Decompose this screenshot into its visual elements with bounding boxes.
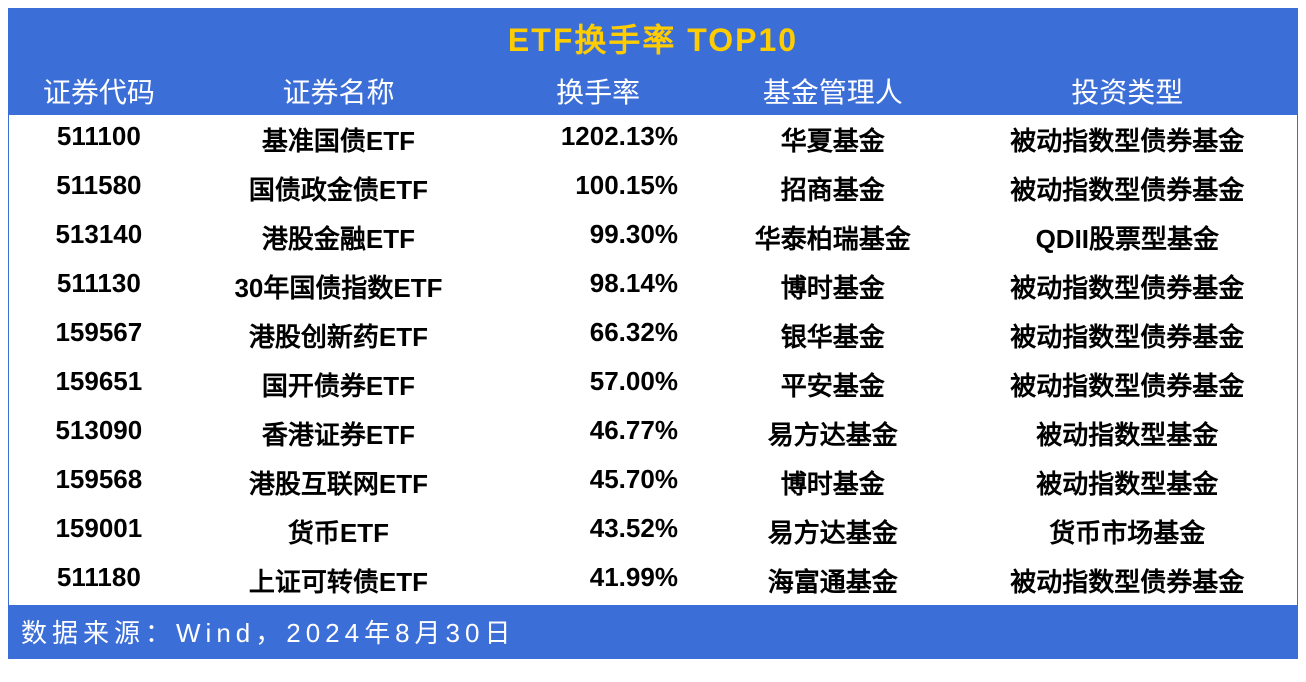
table-row: 159651国开债券ETF57.00%平安基金被动指数型债券基金	[9, 360, 1297, 409]
cell-manager: 银华基金	[708, 311, 958, 360]
cell-rate: 66.32%	[488, 311, 708, 360]
cell-manager: 华夏基金	[708, 115, 958, 164]
cell-manager: 平安基金	[708, 360, 958, 409]
cell-name: 港股创新药ETF	[189, 311, 489, 360]
cell-type: 被动指数型债券基金	[958, 164, 1297, 213]
cell-rate: 1202.13%	[488, 115, 708, 164]
cell-type: 被动指数型基金	[958, 409, 1297, 458]
cell-manager: 博时基金	[708, 458, 958, 507]
cell-type: 被动指数型债券基金	[958, 311, 1297, 360]
cell-type: 被动指数型债券基金	[958, 262, 1297, 311]
cell-manager: 海富通基金	[708, 556, 958, 605]
cell-name: 30年国债指数ETF	[189, 262, 489, 311]
table-row: 511100基准国债ETF1202.13%华夏基金被动指数型债券基金	[9, 115, 1297, 164]
cell-name: 香港证券ETF	[189, 409, 489, 458]
table-row: 511580国债政金债ETF100.15%招商基金被动指数型债券基金	[9, 164, 1297, 213]
table-row: 159567港股创新药ETF66.32%银华基金被动指数型债券基金	[9, 311, 1297, 360]
cell-code: 513090	[9, 409, 189, 458]
cell-code: 511180	[9, 556, 189, 605]
header-name: 证券名称	[189, 67, 489, 115]
cell-rate: 45.70%	[488, 458, 708, 507]
cell-type: 被动指数型基金	[958, 458, 1297, 507]
cell-manager: 华泰柏瑞基金	[708, 213, 958, 262]
cell-type: 被动指数型债券基金	[958, 360, 1297, 409]
header-type: 投资类型	[958, 67, 1297, 115]
cell-code: 159568	[9, 458, 189, 507]
cell-name: 港股金融ETF	[189, 213, 489, 262]
header-manager: 基金管理人	[708, 67, 958, 115]
table-body: 511100基准国债ETF1202.13%华夏基金被动指数型债券基金511580…	[9, 115, 1297, 605]
cell-type: 被动指数型债券基金	[958, 115, 1297, 164]
table-row: 511180上证可转债ETF41.99%海富通基金被动指数型债券基金	[9, 556, 1297, 605]
cell-manager: 易方达基金	[708, 507, 958, 556]
cell-rate: 98.14%	[488, 262, 708, 311]
cell-rate: 41.99%	[488, 556, 708, 605]
cell-rate: 43.52%	[488, 507, 708, 556]
cell-code: 511580	[9, 164, 189, 213]
cell-name: 上证可转债ETF	[189, 556, 489, 605]
table-row: 513090香港证券ETF46.77%易方达基金被动指数型基金	[9, 409, 1297, 458]
cell-code: 159651	[9, 360, 189, 409]
cell-manager: 博时基金	[708, 262, 958, 311]
cell-name: 港股互联网ETF	[189, 458, 489, 507]
cell-code: 513140	[9, 213, 189, 262]
cell-rate: 57.00%	[488, 360, 708, 409]
table-row: 159568港股互联网ETF45.70%博时基金被动指数型基金	[9, 458, 1297, 507]
cell-code: 159567	[9, 311, 189, 360]
cell-name: 基准国债ETF	[189, 115, 489, 164]
cell-type: 被动指数型债券基金	[958, 556, 1297, 605]
cell-code: 511100	[9, 115, 189, 164]
table-row: 159001货币ETF43.52%易方达基金货币市场基金	[9, 507, 1297, 556]
cell-rate: 99.30%	[488, 213, 708, 262]
header-code: 证券代码	[9, 67, 189, 115]
cell-name: 货币ETF	[189, 507, 489, 556]
table-row: 51113030年国债指数ETF98.14%博时基金被动指数型债券基金	[9, 262, 1297, 311]
table-title: ETF换手率 TOP10	[9, 9, 1297, 67]
cell-rate: 100.15%	[488, 164, 708, 213]
header-rate: 换手率	[488, 67, 708, 115]
cell-code: 159001	[9, 507, 189, 556]
cell-name: 国开债券ETF	[189, 360, 489, 409]
cell-rate: 46.77%	[488, 409, 708, 458]
table-header-row: 证券代码 证券名称 换手率 基金管理人 投资类型	[9, 67, 1297, 115]
cell-manager: 招商基金	[708, 164, 958, 213]
etf-turnover-table: ETF换手率 TOP10 证券代码 证券名称 换手率 基金管理人 投资类型 51…	[8, 8, 1298, 659]
cell-type: 货币市场基金	[958, 507, 1297, 556]
cell-code: 511130	[9, 262, 189, 311]
cell-name: 国债政金债ETF	[189, 164, 489, 213]
cell-manager: 易方达基金	[708, 409, 958, 458]
table-footer: 数据来源：Wind，2024年8月30日	[9, 605, 1297, 658]
table-row: 513140港股金融ETF99.30%华泰柏瑞基金QDII股票型基金	[9, 213, 1297, 262]
cell-type: QDII股票型基金	[958, 213, 1297, 262]
